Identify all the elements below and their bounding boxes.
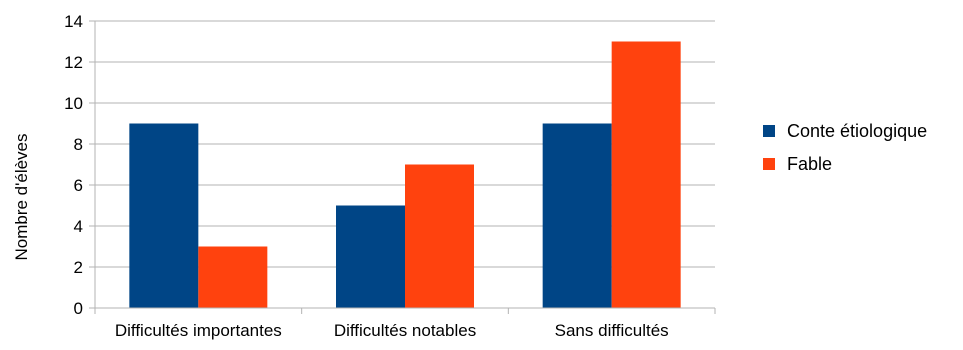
y-tick-label: 12 — [64, 53, 83, 72]
y-tick-label: 10 — [64, 94, 83, 113]
y-tick-label: 6 — [74, 176, 83, 195]
y-tick-label: 0 — [74, 299, 83, 318]
y-axis-title: Nombre d'élèves — [12, 133, 31, 260]
bar — [336, 205, 405, 308]
legend: Conte étiologique Fable — [763, 121, 927, 174]
y-tick-label: 8 — [74, 135, 83, 154]
legend-label: Conte étiologique — [787, 121, 927, 141]
x-tick-label: Sans difficultés — [555, 321, 669, 340]
y-tick-label: 4 — [74, 217, 83, 236]
bar — [611, 41, 681, 308]
y-tick-labels: 0 2 4 6 8 10 12 14 — [64, 12, 83, 318]
x-tick-label: Difficultés importantes — [115, 321, 282, 340]
bar — [405, 164, 474, 308]
bars — [129, 41, 681, 308]
y-tick-label: 14 — [64, 12, 83, 31]
legend-swatch — [763, 125, 775, 137]
bar — [129, 123, 199, 308]
bar — [542, 123, 612, 308]
bar — [198, 246, 268, 308]
axes — [89, 20, 716, 314]
legend-label: Fable — [787, 154, 832, 174]
x-tick-label: Difficultés notables — [334, 321, 476, 340]
y-tick-label: 2 — [74, 258, 83, 277]
legend-swatch — [763, 158, 775, 170]
x-tick-labels: Difficultés importantes Difficultés notab… — [115, 321, 669, 340]
